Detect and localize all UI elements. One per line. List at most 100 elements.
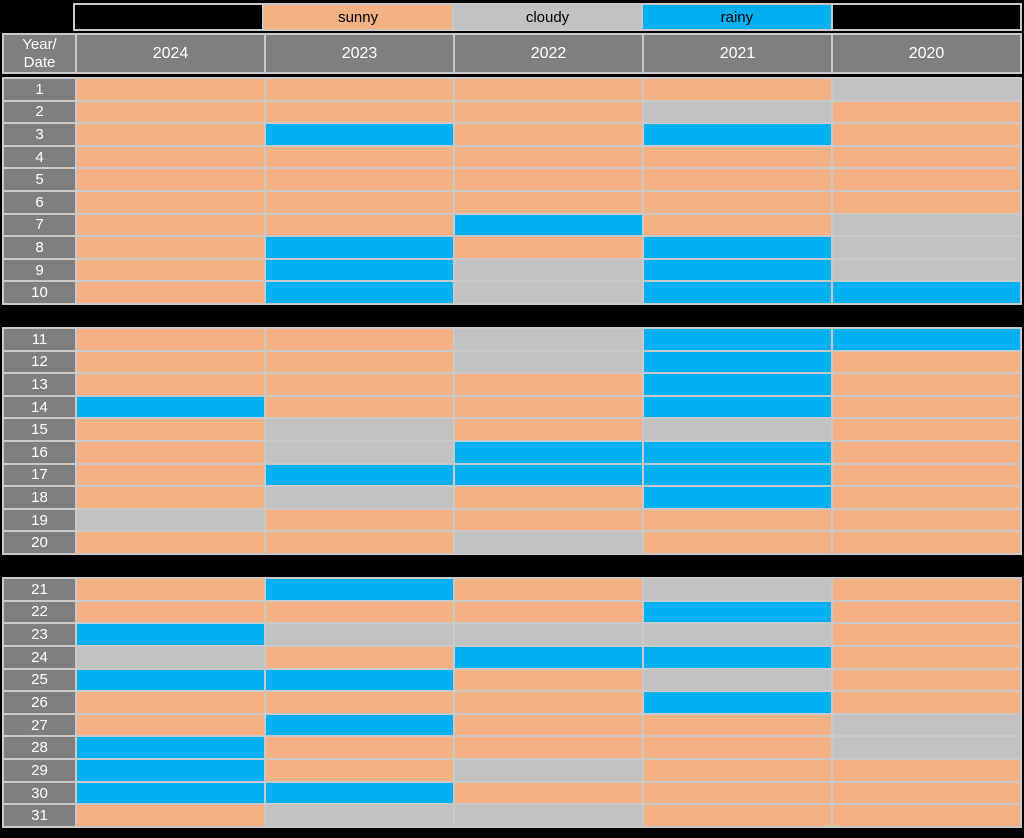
weather-cell <box>833 79 1020 100</box>
weather-cell <box>455 146 642 168</box>
weather-cell <box>77 169 264 190</box>
weather-cell <box>644 329 831 350</box>
date-label: 27 <box>4 714 75 736</box>
weather-cell <box>644 579 831 600</box>
weather-cell <box>455 237 642 258</box>
weather-cell <box>77 101 264 123</box>
date-label: 11 <box>4 329 75 350</box>
weather-cell <box>77 419 264 440</box>
weather-cell <box>266 351 453 373</box>
weather-cell <box>266 579 453 600</box>
weather-cell <box>77 192 264 213</box>
date-label: 26 <box>4 692 75 713</box>
weather-cell <box>266 282 453 303</box>
weather-cell <box>266 624 453 645</box>
date-label: 24 <box>4 646 75 668</box>
date-label: 28 <box>4 737 75 759</box>
weather-cell <box>77 351 264 373</box>
weather-cell <box>266 329 453 350</box>
date-label: 30 <box>4 782 75 804</box>
weather-cell <box>644 419 831 440</box>
year-header-2023: 2023 <box>266 35 453 72</box>
weather-cell <box>266 169 453 190</box>
weather-cell <box>644 669 831 691</box>
weather-cell <box>833 396 1020 418</box>
legend-spacer-left <box>75 5 263 29</box>
date-label: 25 <box>4 669 75 691</box>
weather-cell <box>266 532 453 553</box>
weather-cell <box>833 146 1020 168</box>
weather-cell <box>77 646 264 668</box>
corner-header-line1: Year/ <box>22 35 57 53</box>
weather-cell <box>77 374 264 395</box>
weather-cell <box>644 124 831 145</box>
weather-cell <box>266 101 453 123</box>
date-label: 7 <box>4 214 75 236</box>
date-label: 1 <box>4 79 75 100</box>
weather-cell <box>644 646 831 668</box>
weather-cell <box>644 101 831 123</box>
date-label: 12 <box>4 351 75 373</box>
weather-cell <box>266 760 453 781</box>
weather-cell <box>833 669 1020 691</box>
weather-cell <box>77 714 264 736</box>
weather-cell <box>266 669 453 691</box>
legend-sunny: sunny <box>264 5 452 29</box>
weather-cell <box>77 692 264 713</box>
weather-cell <box>644 396 831 418</box>
weather-cell <box>644 624 831 645</box>
date-label: 16 <box>4 442 75 463</box>
weather-cell <box>644 169 831 190</box>
date-block-21-31: 21 22 23 24 25 26 27 28 29 30 31 <box>2 577 1022 828</box>
weather-cell <box>833 124 1020 145</box>
weather-cell <box>833 237 1020 258</box>
weather-cell <box>833 601 1020 623</box>
weather-cell <box>833 351 1020 373</box>
weather-cell <box>266 464 453 486</box>
weather-cell <box>455 782 642 804</box>
weather-cell <box>77 146 264 168</box>
date-label: 3 <box>4 124 75 145</box>
date-block-11-20: 11 12 13 14 15 16 17 18 19 20 <box>2 327 1022 555</box>
weather-cell <box>455 532 642 553</box>
weather-cell <box>266 487 453 508</box>
weather-cell <box>833 509 1020 531</box>
weather-cell <box>833 487 1020 508</box>
weather-cell <box>455 396 642 418</box>
weather-cell <box>833 464 1020 486</box>
weather-cell <box>77 509 264 531</box>
weather-cell <box>266 646 453 668</box>
weather-cell <box>833 646 1020 668</box>
corner-header: Year/ Date <box>4 35 75 72</box>
weather-cell <box>77 601 264 623</box>
weather-cell <box>833 442 1020 463</box>
weather-cell <box>455 79 642 100</box>
weather-cell <box>644 259 831 281</box>
weather-cell <box>455 419 642 440</box>
weather-cell <box>77 124 264 145</box>
weather-cell <box>833 714 1020 736</box>
date-label: 10 <box>4 282 75 303</box>
weather-cell <box>77 579 264 600</box>
weather-cell <box>455 714 642 736</box>
weather-cell <box>266 146 453 168</box>
weather-cell <box>644 782 831 804</box>
weather-cell <box>644 737 831 759</box>
legend-cloudy: cloudy <box>453 5 642 29</box>
weather-cell <box>455 192 642 213</box>
weather-cell <box>266 714 453 736</box>
corner-header-line2: Date <box>23 53 56 71</box>
weather-cell <box>644 464 831 486</box>
date-label: 9 <box>4 259 75 281</box>
weather-cell <box>77 532 264 553</box>
weather-cell <box>77 442 264 463</box>
weather-cell <box>455 646 642 668</box>
date-label: 23 <box>4 624 75 645</box>
weather-cell <box>266 374 453 395</box>
weather-cell <box>455 737 642 759</box>
weather-cell <box>77 487 264 508</box>
weather-cell <box>77 79 264 100</box>
weather-cell <box>644 192 831 213</box>
date-label: 8 <box>4 237 75 258</box>
weather-cell <box>266 259 453 281</box>
